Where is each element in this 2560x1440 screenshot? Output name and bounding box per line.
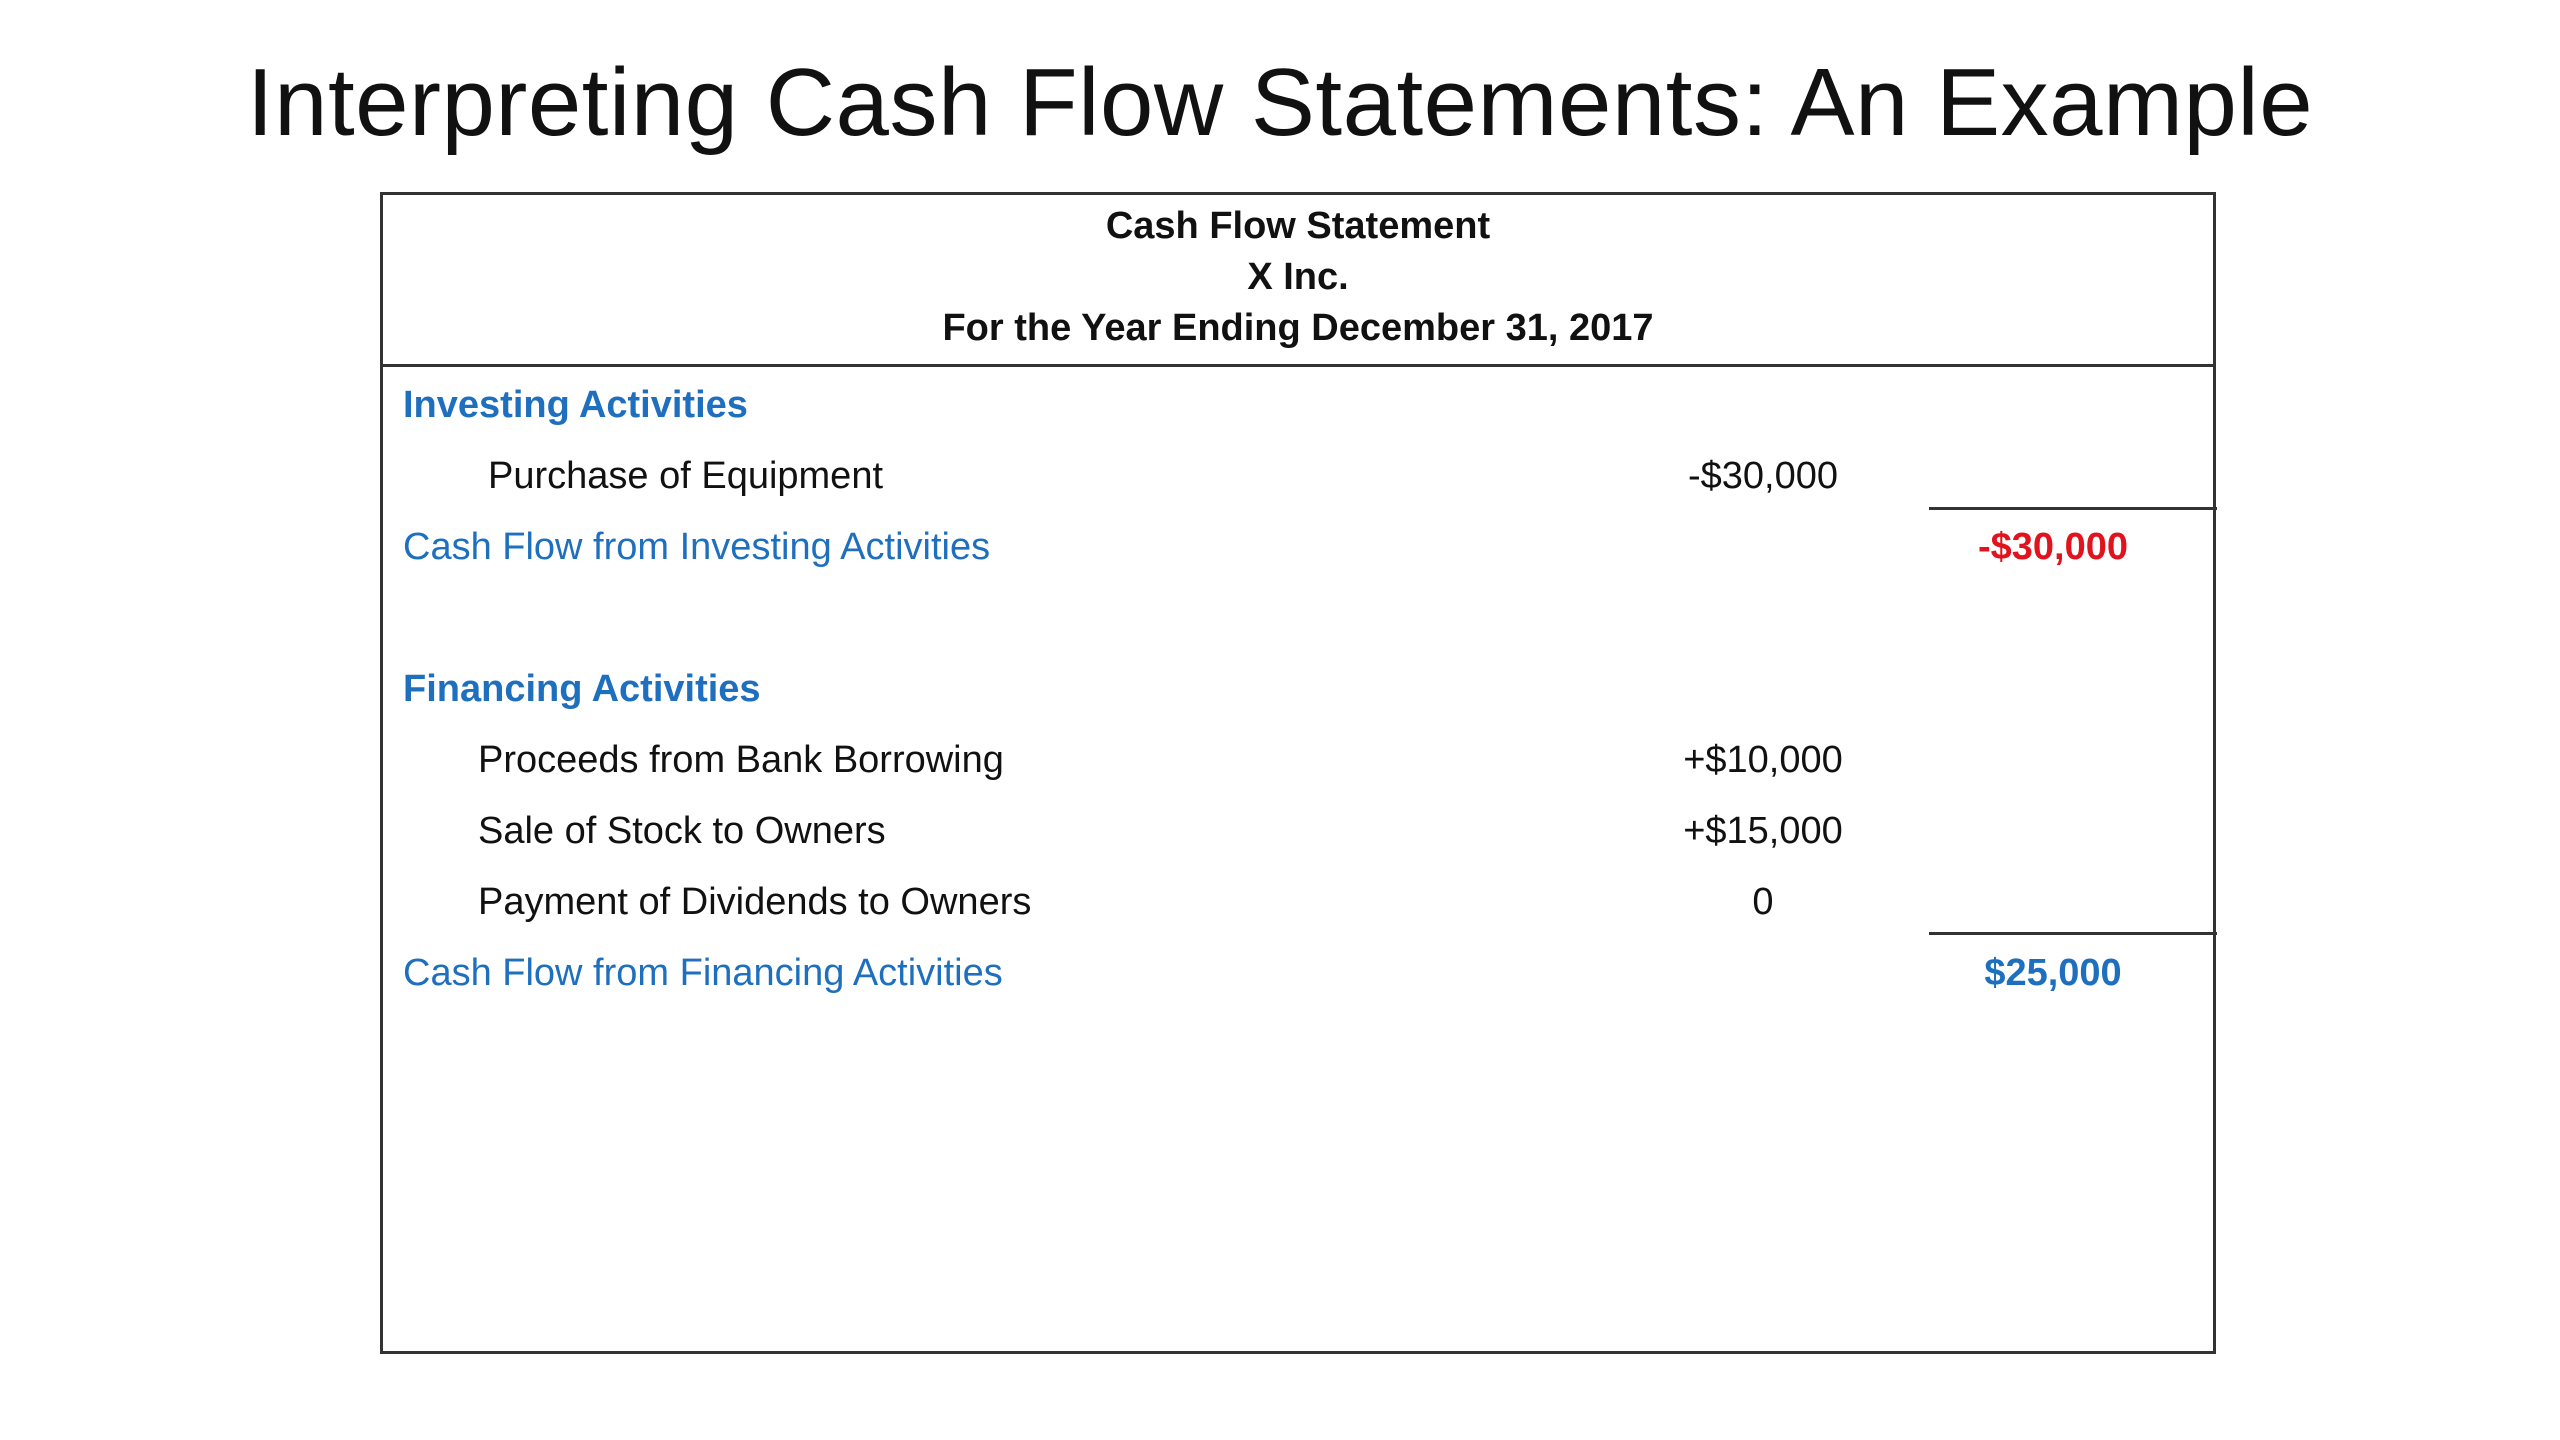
statement-title: Cash Flow Statement [1105,205,1491,247]
line-item-amount: -$30,000 [1687,455,1838,497]
investing-heading-row: Investing Activities [383,375,2213,435]
company-name: X Inc. [1247,256,1349,298]
investing-subtotal-rule [1929,507,2217,510]
table-row: Payment of Dividends to Owners 0 [383,872,2213,932]
line-item-label: Payment of Dividends to Owners [478,881,1032,923]
line-item-label: Purchase of Equipment [488,455,884,497]
financing-subtotal-rule [1929,932,2217,935]
line-item-amount: 0 [1752,881,1774,923]
financing-total-row: Cash Flow from Financing Activities $25,… [383,943,2213,1003]
line-item-label: Proceeds from Bank Borrowing [478,739,1004,781]
slide-title: Interpreting Cash Flow Statements: An Ex… [246,49,2314,156]
statement-header: Cash Flow Statement X Inc. For the Year … [383,195,2213,367]
line-item-amount: +$15,000 [1683,810,1843,852]
table-row: Proceeds from Bank Borrowing +$10,000 [383,730,2213,790]
table-row: Sale of Stock to Owners +$15,000 [383,801,2213,861]
statement-period: For the Year Ending December 31, 2017 [942,307,1654,349]
financing-activities-heading: Financing Activities [403,668,761,710]
financing-heading-row: Financing Activities [383,659,2213,719]
financing-total-label: Cash Flow from Financing Activities [403,952,1003,994]
table-row: Purchase of Equipment -$30,000 [383,446,2213,506]
line-item-label: Sale of Stock to Owners [478,810,886,852]
investing-total-amount: -$30,000 [1977,526,2128,568]
cash-flow-statement-table: Cash Flow Statement X Inc. For the Year … [380,192,2217,1354]
investing-total-label: Cash Flow from Investing Activities [403,526,991,568]
investing-total-row: Cash Flow from Investing Activities -$30… [383,517,2213,577]
investing-activities-heading: Investing Activities [403,384,748,426]
line-item-amount: +$10,000 [1683,739,1843,781]
financing-total-amount: $25,000 [1984,952,2122,994]
